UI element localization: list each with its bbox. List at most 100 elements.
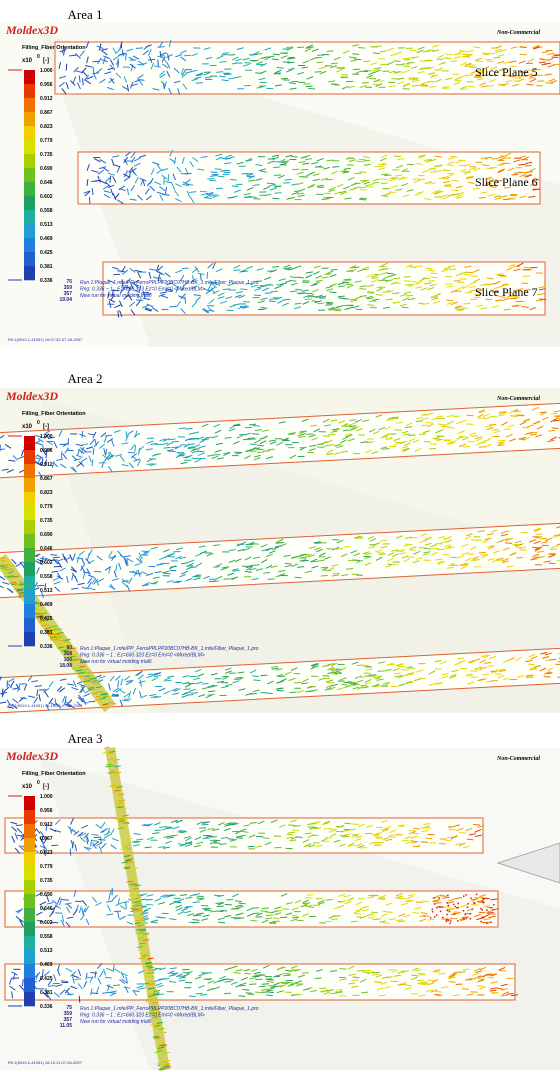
fiber — [424, 826, 432, 829]
fiber — [128, 56, 136, 61]
fiber — [367, 284, 375, 287]
fiber — [381, 268, 389, 270]
fiber — [380, 913, 388, 917]
fiber — [461, 543, 469, 548]
fiber — [111, 439, 115, 447]
fiber — [255, 845, 263, 848]
fiber — [323, 677, 331, 680]
fiber — [59, 687, 66, 693]
fiber — [154, 1037, 161, 1040]
fiber — [203, 575, 211, 580]
fiber — [297, 974, 305, 978]
fiber — [384, 825, 392, 829]
fiber — [81, 824, 89, 829]
fiber — [365, 824, 373, 828]
fiber — [482, 673, 490, 676]
fiber — [364, 556, 372, 559]
fiber — [412, 79, 420, 83]
fiber — [136, 904, 143, 907]
fiber — [334, 308, 342, 311]
fiber — [289, 839, 297, 842]
fiber — [204, 909, 212, 912]
fiber — [143, 938, 150, 941]
fiber — [279, 981, 287, 984]
fiber — [312, 288, 319, 293]
fiber — [119, 699, 124, 707]
fiber — [297, 194, 305, 198]
fiber — [283, 554, 291, 557]
fiber — [59, 567, 66, 572]
fiber — [112, 55, 120, 61]
fiber — [393, 437, 401, 442]
legend-scale: x10 — [22, 58, 33, 64]
legend-label: 0.425 — [40, 616, 53, 622]
fiber — [340, 191, 348, 196]
fiber — [541, 51, 549, 54]
fiber — [12, 698, 19, 704]
fiber — [328, 80, 336, 83]
fiber — [276, 673, 284, 677]
fiber — [198, 457, 206, 460]
fiber — [109, 77, 115, 84]
fiber — [510, 46, 518, 49]
fiber — [529, 539, 536, 543]
fiber — [80, 565, 86, 573]
fiber — [446, 301, 454, 305]
fiber — [93, 179, 102, 182]
fiber — [462, 436, 469, 441]
fiber — [462, 968, 470, 971]
legend-scale: x10 — [22, 784, 33, 790]
fiber — [355, 901, 363, 906]
fiber — [48, 681, 54, 688]
fiber — [468, 167, 476, 170]
fiber — [173, 80, 181, 84]
fiber — [250, 919, 258, 922]
fiber — [162, 575, 170, 577]
fiber — [130, 444, 136, 451]
fiber — [529, 78, 537, 83]
fiber — [45, 447, 52, 453]
fiber — [1, 468, 9, 471]
fiber — [372, 430, 380, 435]
fiber — [82, 908, 86, 915]
fiber — [126, 558, 134, 563]
fiber — [164, 679, 172, 682]
fiber — [280, 678, 287, 683]
fiber — [64, 902, 72, 905]
fiber — [456, 193, 463, 198]
fiber — [122, 582, 129, 588]
fiber — [126, 680, 134, 683]
fiber — [171, 446, 179, 449]
fiber — [382, 543, 390, 545]
fiber — [146, 180, 153, 187]
fiber — [145, 963, 153, 966]
fiber — [493, 430, 501, 434]
fiber — [541, 541, 549, 544]
fiber — [532, 406, 539, 411]
fiber — [412, 832, 420, 835]
fiber — [550, 436, 557, 441]
fiber — [477, 413, 484, 418]
fiber — [91, 577, 97, 584]
fiber — [199, 273, 202, 281]
fiber-dot — [482, 916, 485, 919]
fiber — [419, 539, 427, 544]
fiber — [349, 187, 357, 191]
fiber — [128, 893, 135, 896]
fiber — [55, 702, 62, 709]
fiber — [245, 157, 253, 162]
fiber — [294, 302, 302, 305]
fiber — [541, 416, 549, 421]
fiber — [500, 538, 508, 542]
fiber — [519, 155, 527, 159]
fiber — [366, 297, 374, 300]
fiber — [180, 50, 187, 54]
fiber — [349, 424, 357, 428]
fiber — [420, 287, 428, 291]
fiber — [328, 686, 336, 691]
fiber — [368, 546, 376, 549]
legend-scale: x10 — [22, 424, 33, 430]
fiber — [246, 566, 253, 571]
fiber — [138, 957, 145, 960]
fiber — [379, 920, 387, 923]
